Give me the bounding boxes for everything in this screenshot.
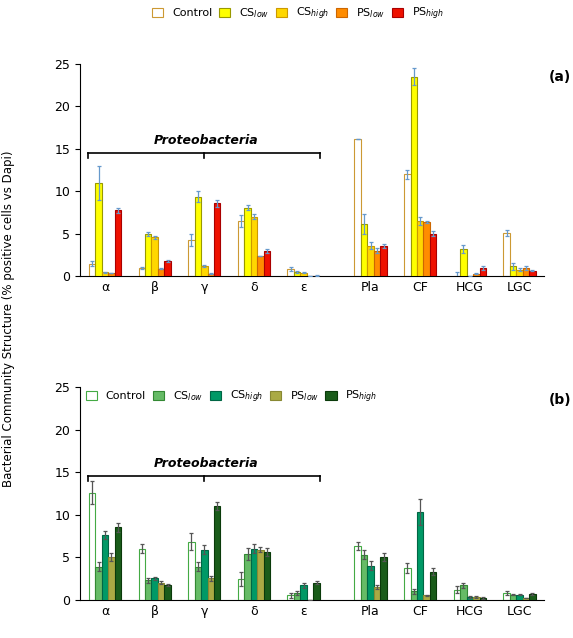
Bar [158,269,164,276]
Bar [164,585,171,600]
Text: Bacterial Community Structure (% positive cells vs Dapi): Bacterial Community Structure (% positiv… [2,151,15,487]
Bar [423,595,430,600]
Bar [300,272,307,276]
Bar [361,224,367,276]
Bar [207,579,214,600]
Bar [516,270,523,276]
Bar [374,251,380,276]
Bar [195,567,201,600]
Text: (b): (b) [549,394,572,408]
Bar [139,268,145,276]
Bar [516,595,523,600]
Bar [430,572,437,600]
Bar [238,579,244,600]
Bar [145,234,151,276]
Bar [108,273,115,276]
Bar [480,598,486,600]
Bar [367,566,374,600]
Bar [207,274,214,276]
Bar [423,222,430,276]
Bar [108,557,115,600]
Bar [430,234,437,276]
Legend: Control, CS$_{low}$, CS$_{high}$, PS$_{low}$, PS$_{high}$: Control, CS$_{low}$, CS$_{high}$, PS$_{l… [152,6,444,22]
Bar [355,138,361,276]
Bar [374,587,380,600]
Bar [411,591,417,600]
Bar [95,567,102,600]
Bar [158,582,164,600]
Bar [115,528,121,600]
Text: Proteobacteria: Proteobacteria [153,134,258,147]
Bar [115,210,121,276]
Bar [417,512,423,600]
Bar [294,272,300,276]
Bar [300,585,307,600]
Bar [244,207,251,276]
Bar [504,593,510,600]
Bar [288,595,294,600]
Bar [473,597,480,600]
Bar [367,246,374,276]
Legend: Control, CS$_{low}$, CS$_{high}$, PS$_{low}$, PS$_{high}$: Control, CS$_{low}$, CS$_{high}$, PS$_{l… [86,389,378,404]
Bar [257,256,264,276]
Bar [355,546,361,600]
Bar [264,251,270,276]
Bar [151,579,158,600]
Bar [238,221,244,276]
Bar [251,217,257,276]
Bar [460,585,466,600]
Bar [257,549,264,600]
Bar [145,580,151,600]
Bar [510,266,516,276]
Bar [214,506,221,600]
Bar [288,269,294,276]
Bar [195,197,201,276]
Bar [380,246,387,276]
Bar [294,593,300,600]
Bar [523,268,529,276]
Bar [529,594,536,600]
Bar [251,549,257,600]
Bar [380,557,387,600]
Bar [89,493,95,600]
Bar [504,233,510,276]
Bar [164,261,171,276]
Bar [460,249,466,276]
Bar [454,590,460,600]
Text: Proteobacteria: Proteobacteria [153,457,258,470]
Bar [151,237,158,276]
Bar [523,598,529,600]
Bar [102,272,108,276]
Bar [89,263,95,276]
Bar [188,542,195,600]
Bar [417,221,423,276]
Bar [102,535,108,600]
Bar [510,595,516,600]
Bar [188,240,195,276]
Bar [404,568,411,600]
Bar [139,549,145,600]
Bar [404,174,411,276]
Bar [411,77,417,276]
Bar [95,183,102,276]
Bar [466,597,473,600]
Bar [473,274,480,276]
Bar [313,582,320,600]
Text: (a): (a) [549,70,571,84]
Bar [264,552,270,600]
Bar [361,554,367,600]
Bar [244,554,251,600]
Bar [214,204,221,276]
Bar [480,268,486,276]
Bar [529,271,536,276]
Bar [201,266,207,276]
Bar [201,549,207,600]
